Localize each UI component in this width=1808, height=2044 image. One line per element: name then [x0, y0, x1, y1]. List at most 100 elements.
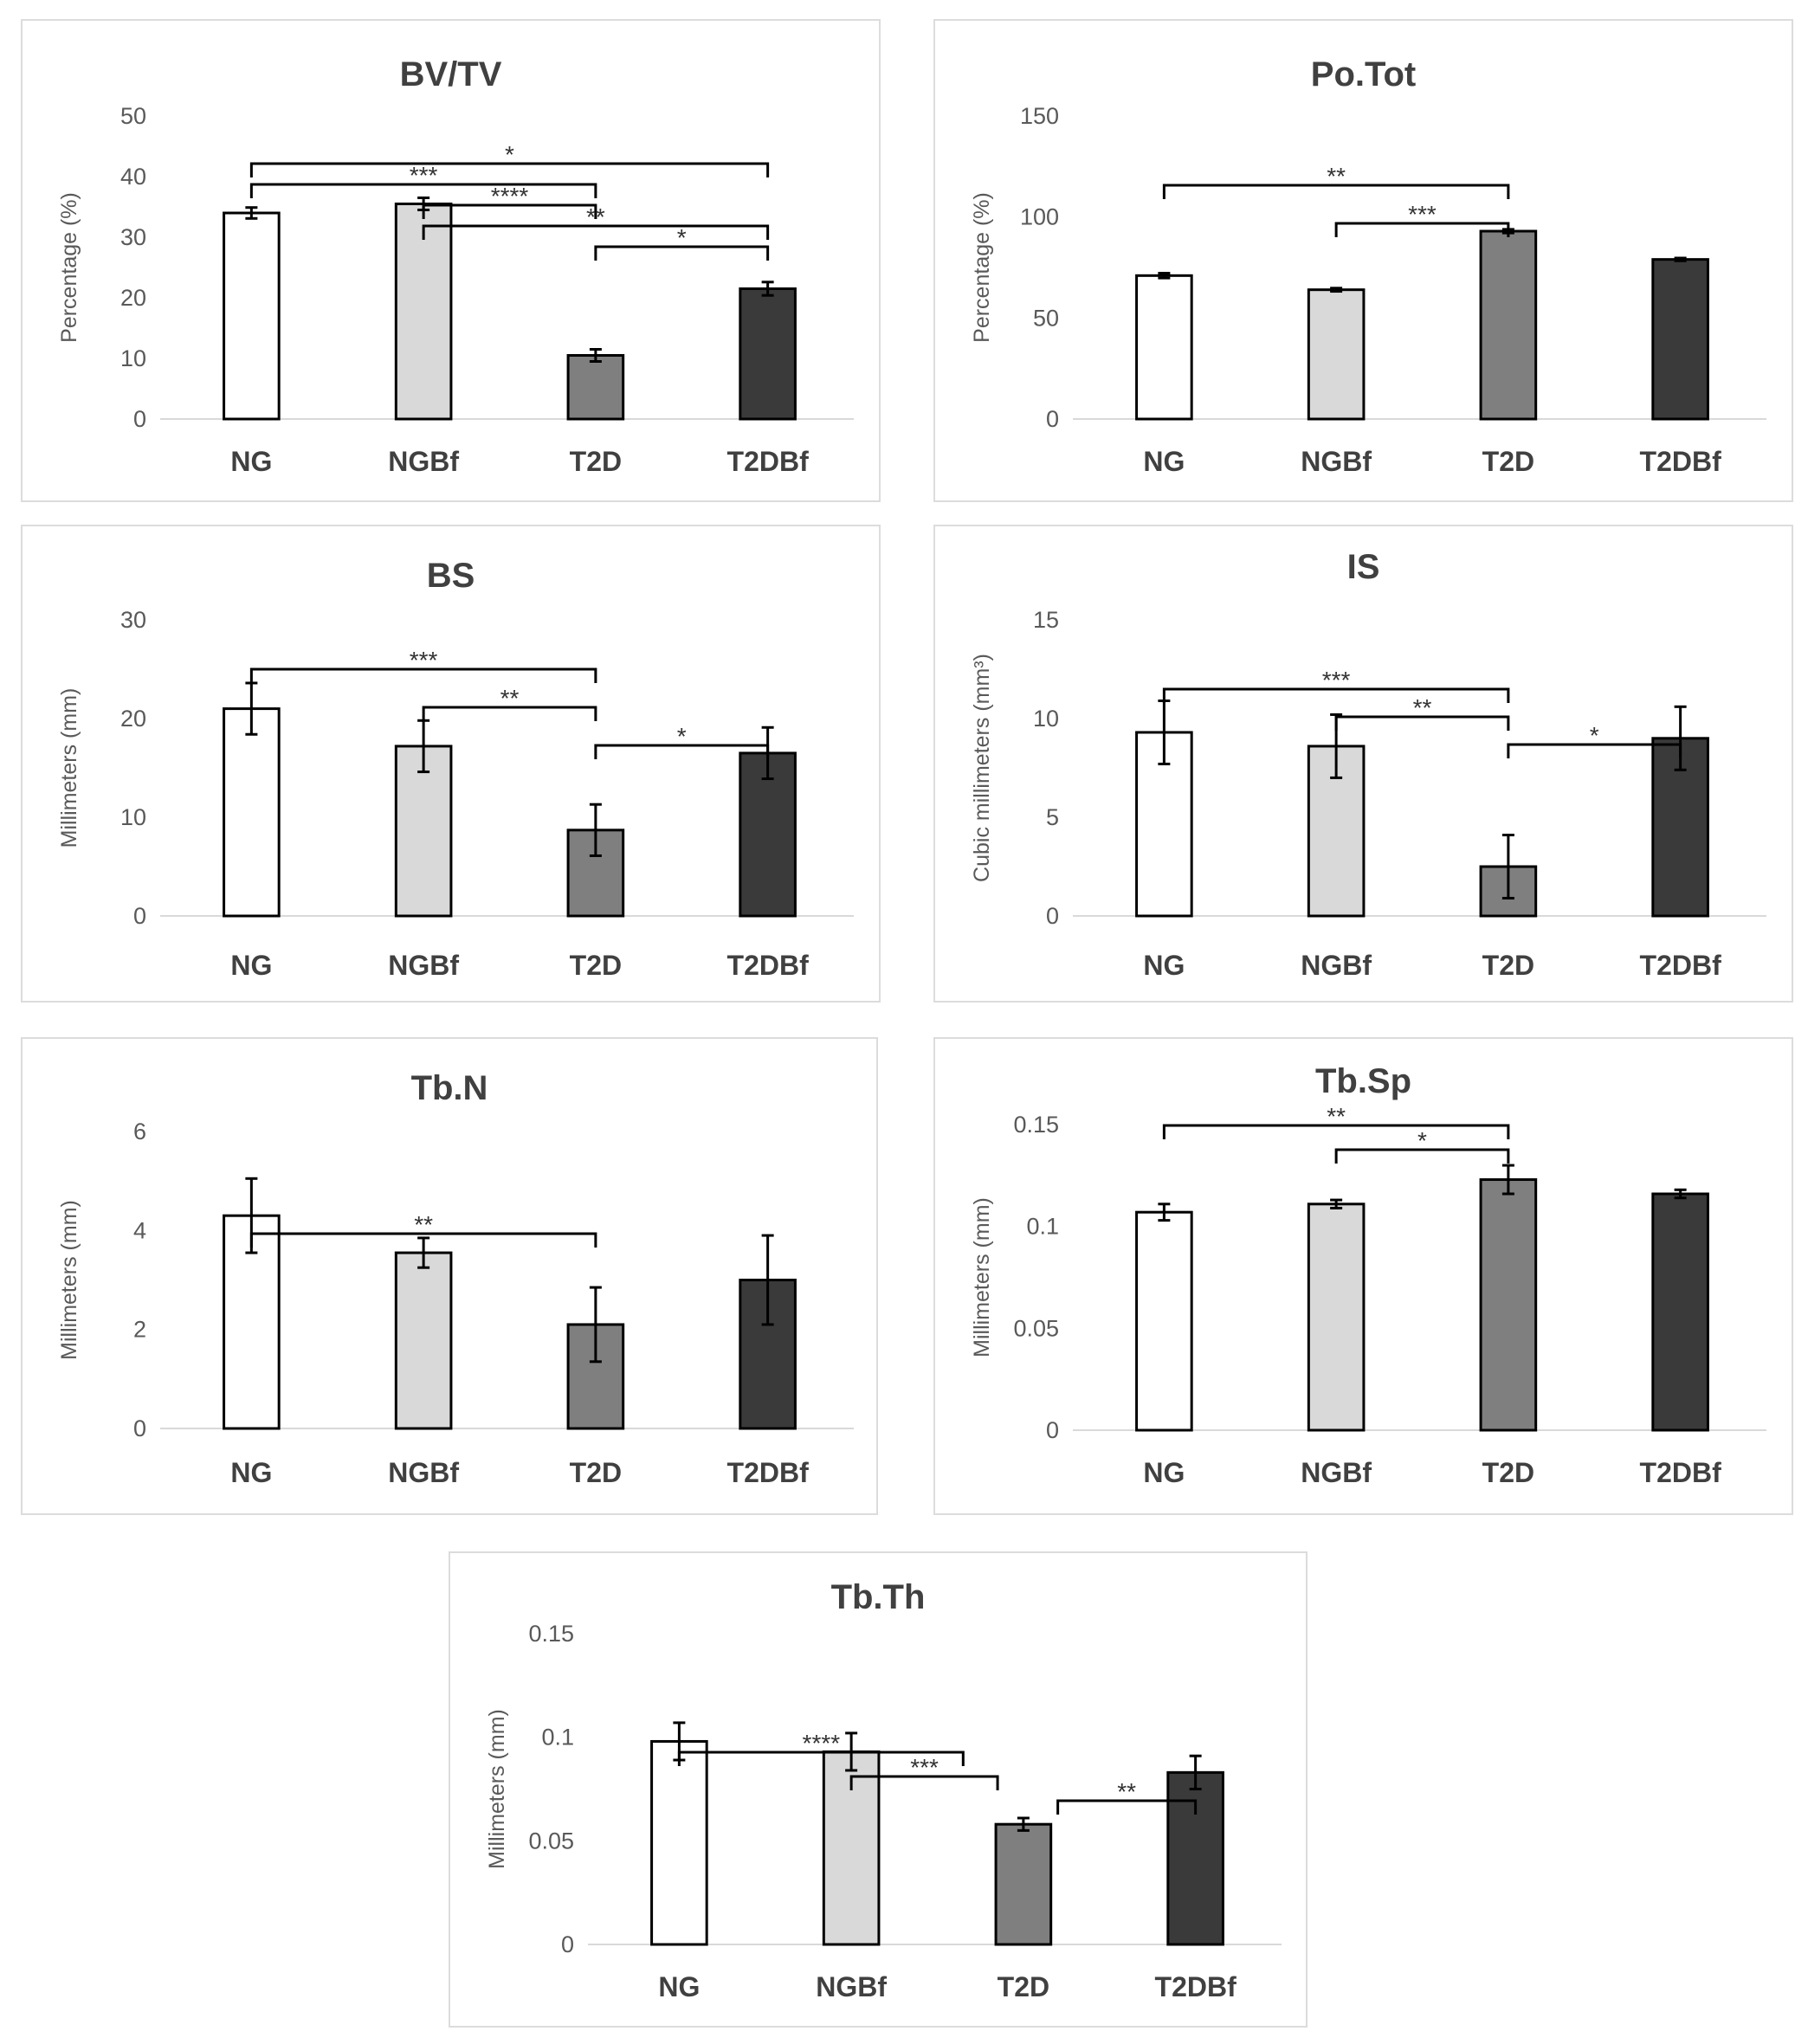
significance-label: ***	[1408, 201, 1437, 228]
chart-panel-bvtv: BV/TV Percentage (%) 0 10 20 30 40 50 NG NGBf T2D T…	[21, 19, 881, 502]
chart-title: IS	[1347, 548, 1380, 586]
y-axis-label: Millimeters (mm)	[970, 1197, 994, 1357]
y-tick-label: 2	[133, 1317, 146, 1343]
significance-label: **	[586, 203, 605, 230]
category-label-ngbf: NGBf	[1301, 1457, 1372, 1488]
significance-label: ****	[803, 1730, 841, 1757]
category-label-t2dbf: T2DBf	[727, 1457, 810, 1488]
significance-bracket	[422, 224, 770, 240]
significance-label: **	[1327, 1103, 1346, 1130]
y-tick-label: 0.05	[528, 1828, 574, 1854]
significance-label: ***	[410, 647, 438, 674]
significance-bracket	[1334, 1148, 1510, 1164]
y-tick-label: 6	[133, 1119, 146, 1145]
y-tick-label: 100	[1020, 204, 1059, 230]
bar-ngbf	[394, 1251, 453, 1430]
significance-label: **	[500, 685, 520, 712]
category-label-ngbf: NGBf	[816, 1971, 887, 2002]
y-tick-label: 0.1	[541, 1725, 574, 1751]
chart-panel-is: IS Cubic millimeters (mm³) 0 5 10 15 NG NGBf T2D…	[933, 525, 1793, 1003]
y-tick-label: 0	[133, 406, 146, 432]
chart-svg: Tb.Th Millimeters (mm) 0 0.05 0.1 0.15 NG NGBf T…	[485, 1578, 1282, 2002]
significance-label: *	[1590, 722, 1599, 749]
chart-svg: Po.Tot Percentage (%) 0 50 100 150 NG NGBf T2D T2…	[970, 55, 1766, 477]
chart-title: BS	[427, 557, 475, 595]
y-tick-label: 30	[120, 607, 146, 633]
bar-ngbf	[1307, 288, 1366, 421]
significance-label: ***	[910, 1754, 939, 1781]
chart-title: Tb.N	[411, 1069, 488, 1107]
chart-svg: BS Millimeters (mm) 0 10 20 30 NG NGBf T2D T2DBf *…	[57, 557, 854, 981]
chart-panel-tbsp: Tb.Sp Millimeters (mm) 0 0.05 0.1 0.15 NG NGBf T…	[933, 1037, 1793, 1515]
significance-bracket	[1507, 743, 1682, 758]
y-tick-label: 0.15	[528, 1621, 574, 1647]
y-tick-label: 0.15	[1013, 1112, 1059, 1138]
significance-bracket	[249, 183, 597, 198]
significance-bracket	[594, 245, 770, 261]
category-label-t2dbf: T2DBf	[1155, 1971, 1237, 2002]
significance-label: ****	[491, 183, 529, 210]
category-label-ng: NG	[658, 1971, 700, 2002]
y-tick-label: 10	[120, 345, 146, 371]
bar-ng	[650, 1739, 708, 1946]
y-axis-label: Millimeters (mm)	[485, 1709, 509, 1869]
y-tick-label: 0.05	[1013, 1315, 1059, 1341]
category-label-ngbf: NGBf	[1301, 950, 1372, 981]
bar-t2dbf	[739, 751, 797, 918]
y-tick-label: 30	[120, 224, 146, 250]
y-tick-label: 20	[120, 706, 146, 732]
bar-t2dbf	[1651, 1192, 1709, 1432]
significance-label: *	[677, 224, 687, 251]
category-label-t2d: T2D	[570, 446, 622, 477]
y-tick-label: 50	[120, 103, 146, 129]
y-tick-label: 20	[120, 285, 146, 311]
y-tick-label: 15	[1033, 607, 1059, 633]
category-label-t2dbf: T2DBf	[1640, 950, 1722, 981]
y-tick-label: 0	[133, 1415, 146, 1441]
bar-t2dbf	[1166, 1770, 1224, 1946]
y-tick-label: 0	[1046, 1417, 1059, 1443]
y-tick-label: 10	[1033, 706, 1059, 732]
category-label-ngbf: NGBf	[388, 950, 459, 981]
category-label-t2d: T2D	[570, 950, 622, 981]
chart-panel-tbth: Tb.Th Millimeters (mm) 0 0.05 0.1 0.15 NG NGBf T…	[449, 1551, 1308, 2028]
significance-label: *	[1417, 1127, 1427, 1154]
significance-bracket	[1162, 1124, 1510, 1139]
category-label-t2d: T2D	[998, 1971, 1049, 2002]
y-axis-label: Millimeters (mm)	[57, 1200, 81, 1360]
y-axis-label: Percentage (%)	[970, 192, 994, 343]
y-tick-label: 0.1	[1026, 1214, 1059, 1240]
category-label-t2d: T2D	[1482, 1457, 1534, 1488]
chart-title: Tb.Th	[831, 1578, 926, 1616]
significance-bracket	[849, 1775, 999, 1790]
category-label-t2d: T2D	[1482, 950, 1534, 981]
significance-bracket	[249, 667, 597, 683]
significance-label: **	[1327, 163, 1346, 190]
category-label-ng: NG	[230, 446, 272, 477]
chart-panel-potot: Po.Tot Percentage (%) 0 50 100 150 NG NGBf T2D T2…	[933, 19, 1793, 502]
significance-label: *	[505, 141, 514, 168]
chart-panel-bs: BS Millimeters (mm) 0 10 20 30 NG NGBf T2D T2DBf *…	[21, 525, 881, 1003]
y-tick-label: 40	[120, 164, 146, 190]
significance-label: ***	[1322, 667, 1351, 693]
y-axis-label: Percentage (%)	[57, 192, 81, 343]
category-label-ng: NG	[230, 1457, 272, 1488]
chart-svg: Tb.N Millimeters (mm) 0 2 4 6 NG NGBf T2D T2DBf **	[57, 1069, 854, 1488]
significance-bracket	[1334, 222, 1510, 237]
category-label-ngbf: NGBf	[1301, 446, 1372, 477]
category-label-t2d: T2D	[1482, 446, 1534, 477]
y-tick-label: 10	[120, 804, 146, 830]
significance-bracket	[422, 203, 597, 219]
bar-t2d	[566, 354, 625, 421]
bar-t2d	[1479, 1178, 1538, 1432]
category-label-t2dbf: T2DBf	[1640, 1457, 1722, 1488]
bar-ng	[223, 211, 281, 421]
significance-bracket	[1056, 1799, 1198, 1815]
y-tick-label: 4	[133, 1217, 146, 1243]
significance-bracket	[677, 1751, 965, 1766]
significance-bracket	[594, 744, 770, 759]
bar-ng	[1135, 274, 1193, 421]
chart-title: Po.Tot	[1311, 55, 1416, 93]
y-tick-label: 150	[1020, 103, 1059, 129]
bar-ng	[223, 707, 281, 918]
